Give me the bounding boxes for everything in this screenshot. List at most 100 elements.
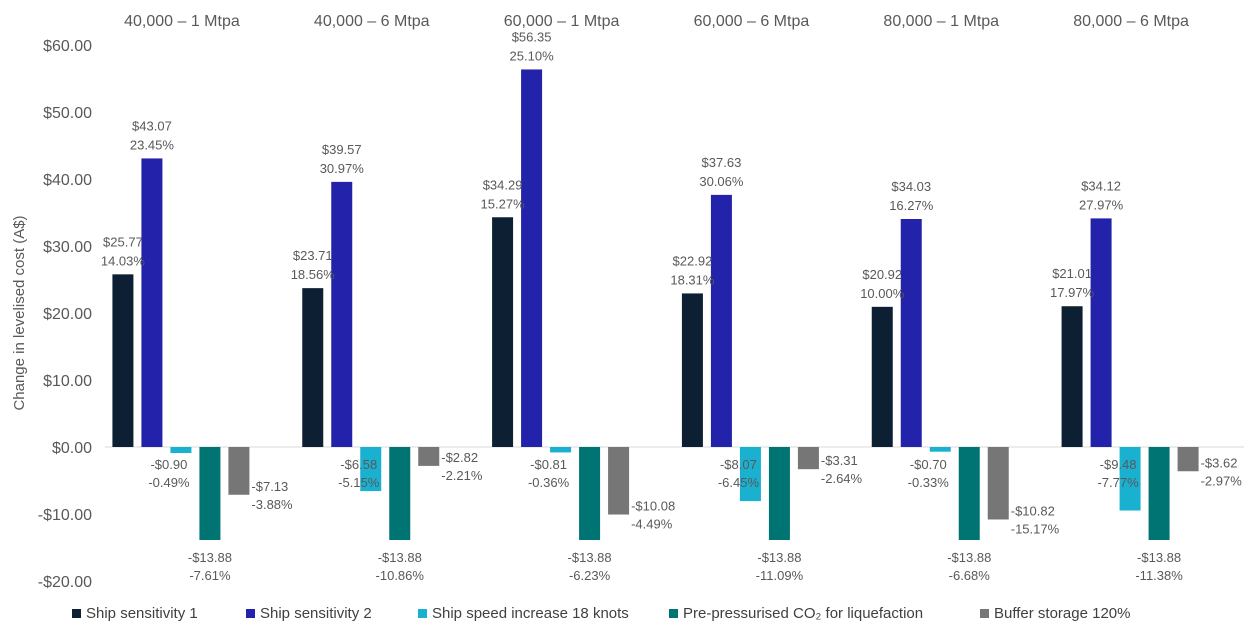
bar bbox=[360, 447, 382, 492]
bar bbox=[871, 306, 893, 447]
data-value-label: -$13.88 bbox=[947, 550, 991, 565]
bar bbox=[228, 447, 250, 495]
data-value-label: -$13.88 bbox=[378, 550, 422, 565]
data-value-label: -$2.82 bbox=[441, 450, 478, 465]
data-value-label: -$13.88 bbox=[188, 550, 232, 565]
data-percent-label: 30.97% bbox=[320, 161, 365, 176]
data-value-label: $34.12 bbox=[1081, 178, 1121, 193]
data-value-label: $23.71 bbox=[293, 248, 333, 263]
data-percent-label: 30.06% bbox=[699, 174, 744, 189]
legend-label: Pre-pressurised CO₂ for liquefaction bbox=[683, 605, 923, 622]
data-percent-label: -7.61% bbox=[189, 568, 231, 583]
data-value-label: $34.03 bbox=[891, 179, 931, 194]
data-value-label: $20.92 bbox=[862, 267, 902, 282]
bar bbox=[987, 447, 1009, 520]
data-value-label: -$3.31 bbox=[821, 453, 858, 468]
data-percent-label: 18.56% bbox=[291, 267, 336, 282]
legend-swatch bbox=[669, 609, 678, 618]
data-value-label: -$13.88 bbox=[757, 550, 801, 565]
data-percent-label: -6.23% bbox=[569, 568, 611, 583]
bar bbox=[389, 447, 411, 540]
bar bbox=[302, 288, 324, 447]
y-tick-label: $50.00 bbox=[43, 105, 92, 122]
bar bbox=[929, 447, 951, 452]
data-value-label: $56.35 bbox=[512, 29, 552, 44]
bar bbox=[1177, 447, 1199, 472]
bar bbox=[608, 447, 630, 515]
data-value-label: -$10.82 bbox=[1011, 503, 1055, 518]
data-percent-label: -2.64% bbox=[821, 471, 863, 486]
bar bbox=[958, 447, 980, 540]
bar bbox=[1090, 218, 1112, 447]
bar bbox=[170, 447, 192, 454]
data-percent-label: -6.45% bbox=[718, 475, 760, 490]
data-percent-label: -11.09% bbox=[756, 568, 804, 583]
data-percent-label: 23.45% bbox=[130, 137, 175, 152]
data-value-label: -$3.62 bbox=[1201, 455, 1238, 470]
y-tick-label: -$10.00 bbox=[38, 507, 92, 524]
bar bbox=[199, 447, 221, 540]
bar bbox=[521, 69, 543, 447]
data-percent-label: -2.21% bbox=[441, 468, 483, 483]
y-tick-label: $20.00 bbox=[43, 306, 92, 323]
category-label: 40,000 – 1 Mtpa bbox=[124, 13, 240, 30]
y-tick-label: $40.00 bbox=[43, 172, 92, 189]
bar bbox=[900, 218, 922, 447]
data-percent-label: 10.00% bbox=[860, 286, 905, 301]
bars bbox=[112, 69, 1199, 540]
data-percent-label: -11.38% bbox=[1135, 568, 1183, 583]
y-tick-label: $30.00 bbox=[43, 239, 92, 256]
data-percent-label: -7.77% bbox=[1097, 475, 1139, 490]
y-axis-title: Change in levelised cost (A$) bbox=[11, 215, 28, 410]
data-percent-label: -2.97% bbox=[1201, 473, 1243, 488]
data-value-label: $43.07 bbox=[132, 118, 172, 133]
legend-label: Buffer storage 120% bbox=[994, 605, 1130, 622]
data-value-label: $39.57 bbox=[322, 142, 362, 157]
data-percent-label: -10.86% bbox=[376, 568, 425, 583]
bar bbox=[418, 447, 440, 466]
data-value-label: $37.63 bbox=[702, 155, 742, 170]
data-labels: $25.77 14.03% $23.71 18.56% $34.29 15.27% $22.… bbox=[101, 29, 1242, 583]
data-percent-label: -6.68% bbox=[949, 568, 991, 583]
bar bbox=[1061, 306, 1083, 447]
data-percent-label: 15.27% bbox=[481, 196, 526, 211]
data-percent-label: 16.27% bbox=[889, 198, 934, 213]
data-percent-label: -5.15% bbox=[338, 475, 380, 490]
category-label: 80,000 – 6 Mtpa bbox=[1073, 13, 1189, 30]
legend-label: Ship speed increase 18 knots bbox=[432, 605, 629, 622]
legend-swatch bbox=[246, 609, 255, 618]
data-value-label: -$6.58 bbox=[340, 457, 377, 472]
category-labels: 40,000 – 1 Mtpa 40,000 – 6 Mtpa 60,000 – 1… bbox=[124, 13, 1189, 30]
bar bbox=[492, 217, 514, 447]
y-tick-label: $60.00 bbox=[43, 38, 92, 55]
data-percent-label: -4.49% bbox=[631, 517, 673, 532]
data-value-label: $22.92 bbox=[673, 253, 713, 268]
data-value-label: $25.77 bbox=[103, 234, 143, 249]
bar bbox=[1119, 447, 1141, 511]
y-tick-label: $10.00 bbox=[43, 373, 92, 390]
data-percent-label: -0.36% bbox=[528, 475, 570, 490]
data-value-label: $21.01 bbox=[1052, 266, 1092, 281]
data-value-label: -$0.70 bbox=[910, 457, 947, 472]
bar bbox=[141, 158, 163, 447]
data-percent-label: 17.97% bbox=[1050, 285, 1095, 300]
data-percent-label: -3.88% bbox=[251, 497, 293, 512]
legend: Ship sensitivity 1 Ship sensitivity 2 Ship… bbox=[72, 605, 1130, 622]
category-label: 80,000 – 1 Mtpa bbox=[883, 13, 999, 30]
data-value-label: -$13.88 bbox=[568, 550, 612, 565]
y-tick-label: -$20.00 bbox=[38, 574, 92, 591]
bar bbox=[710, 194, 732, 447]
legend-label: Ship sensitivity 2 bbox=[260, 605, 372, 622]
data-percent-label: 18.31% bbox=[670, 272, 715, 287]
bar bbox=[739, 447, 761, 502]
category-label: 60,000 – 1 Mtpa bbox=[504, 13, 620, 30]
bar bbox=[579, 447, 601, 540]
data-percent-label: -15.17% bbox=[1011, 521, 1060, 536]
bar bbox=[550, 447, 572, 453]
bar bbox=[768, 447, 790, 540]
legend-swatch bbox=[980, 609, 989, 618]
bar bbox=[331, 181, 353, 448]
data-percent-label: -0.49% bbox=[148, 475, 190, 490]
